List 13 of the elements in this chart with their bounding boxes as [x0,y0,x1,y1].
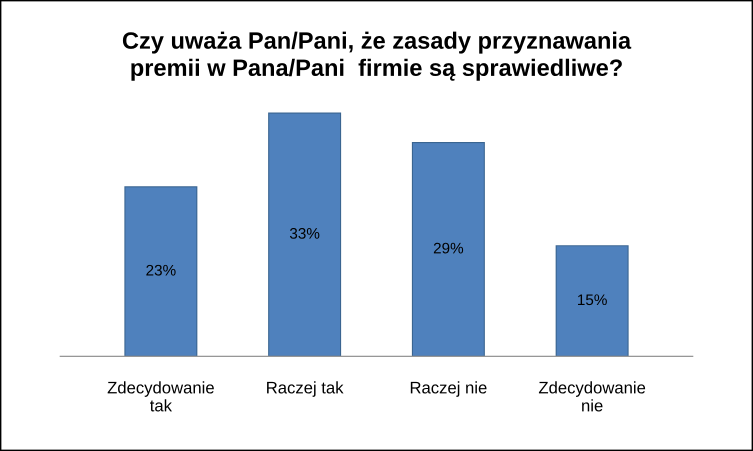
x-tick-label: Raczej nie [410,381,487,397]
x-tick-label: Zdecydowanie nie [538,381,646,412]
bar [412,142,485,356]
data-label: 15% [578,294,607,306]
bar [556,245,629,356]
x-tick-label: Zdecydowanie tak [108,381,214,412]
chart-title: Czy uważa Pan/Pani, że zasady przyznawania premii w Pana/Pani firmie są sprawiedliwe? [122,32,632,81]
data-label: 29% [434,242,464,254]
data-label: 33% [290,228,320,239]
bar [268,112,342,356]
data-label: 23% [146,264,176,276]
x-tick-label: Raczej tak [267,381,344,397]
bar [124,186,198,356]
